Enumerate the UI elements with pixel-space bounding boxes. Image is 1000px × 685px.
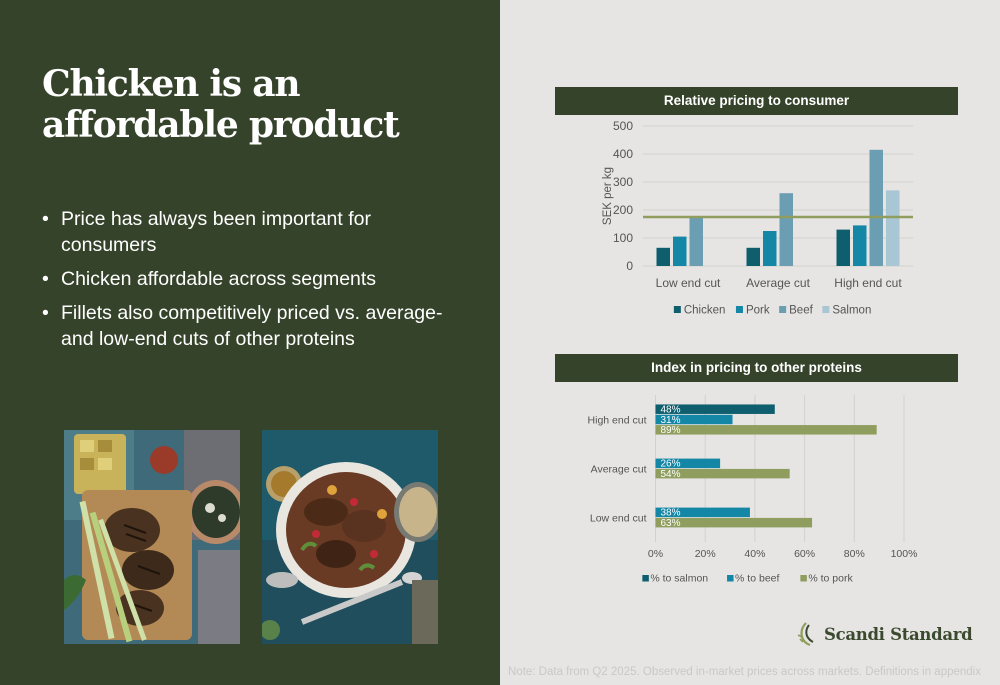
bar-salmon-high-end-cut (886, 190, 900, 266)
y-tick-label: Average cut (591, 464, 647, 476)
bar-to-salmon-high-end-cut (655, 404, 775, 414)
y-tick-label: Low end cut (590, 513, 647, 525)
bullet-dot: • (42, 302, 49, 324)
bar-to-pork-average-cut (655, 468, 790, 479)
bar-to-beef-high-end-cut (655, 414, 733, 425)
bar-data-label: 63% (661, 518, 681, 529)
y-tick-label: 500 (613, 119, 633, 133)
bullet-text: Fillets also competitively priced vs. av… (61, 302, 443, 350)
legend-swatch-beef (779, 306, 787, 313)
bullet-text: Price has always been important for cons… (61, 208, 371, 256)
bar-data-label: 31% (661, 415, 681, 426)
bullet-list: • Price has always been important for con… (42, 206, 462, 360)
bar-to-pork-low-end-cut (655, 517, 813, 528)
legend-swatch-to-pork (800, 575, 807, 582)
x-tick-label: 80% (844, 548, 865, 560)
index-pricing-chart: 0% 20% 40% 60% 80% 100% 48%31%89% High end cut 2… (588, 395, 918, 585)
bar-beef-average-cut (779, 193, 793, 266)
legend-label-beef: Beef (789, 305, 813, 317)
bullet-item: • Chicken affordable across segments (42, 266, 462, 292)
legend-swatch-chicken (673, 306, 681, 313)
bar-pork-low-end-cut (673, 236, 687, 266)
legend-label-salmon: Salmon (832, 305, 871, 317)
bar-data-label: 89% (661, 425, 681, 436)
slide-title: Chicken is an affordable product (42, 63, 400, 146)
bar-pork-average-cut (763, 231, 777, 266)
legend-label-to-salmon: % to salmon (650, 573, 708, 585)
legend-swatch-to-beef (727, 575, 734, 582)
chart-title-index-pricing: Index in pricing to other proteins (555, 354, 958, 382)
y-tick-label: 0 (626, 259, 633, 273)
x-tick-label: 40% (744, 548, 765, 560)
bar-beef-high-end-cut (869, 149, 883, 266)
footnote: Note: Data from Q2 2025. Observed in-mar… (508, 666, 981, 678)
bar-data-label: 38% (661, 508, 681, 519)
x-tick-label: High end cut (834, 276, 902, 290)
legend-label-pork: Pork (746, 305, 770, 317)
bar-chicken-low-end-cut (656, 247, 670, 266)
food-photo-grilled-chicken (64, 430, 240, 644)
x-tick-label: 60% (794, 548, 815, 560)
bullet-text: Chicken affordable across segments (61, 268, 377, 290)
bullet-item: • Fillets also competitively priced vs. a… (42, 300, 462, 352)
legend-label-to-pork: % to pork (808, 573, 853, 585)
x-tick-label: 0% (648, 548, 663, 560)
legend-label-chicken: Chicken (684, 305, 726, 317)
food-photo-roast-chicken (262, 430, 438, 644)
legend-swatch-pork (735, 306, 743, 313)
chart-title-relative-pricing: Relative pricing to consumer (555, 87, 958, 115)
relative-pricing-chart: 0 100 200 300 400 500 SEK per kg Low end cut Ave… (602, 119, 913, 317)
legend-swatch-to-salmon (642, 575, 649, 582)
bar-to-beef-low-end-cut (655, 507, 750, 518)
bar-chicken-average-cut (746, 247, 760, 266)
y-tick-label: 300 (613, 175, 633, 189)
bar-chicken-high-end-cut (836, 229, 850, 266)
chicken-logo-icon (797, 622, 814, 647)
bar-to-beef-average-cut (655, 458, 721, 469)
bar-to-pork-high-end-cut (655, 425, 877, 435)
x-tick-label: 20% (695, 548, 716, 560)
y-tick-label: 100 (613, 231, 633, 245)
bullet-dot: • (42, 268, 49, 290)
bullet-item: • Price has always been important for con… (42, 206, 462, 258)
y-tick-label: 200 (613, 203, 633, 217)
bar-beef-low-end-cut (689, 217, 703, 266)
x-tick-label: 100% (891, 548, 918, 560)
bullet-dot: • (42, 208, 49, 230)
brand-logo: Scandi Standard (796, 619, 973, 649)
y-axis-label: SEK per kg (602, 167, 614, 225)
bar-pork-high-end-cut (853, 225, 867, 266)
bar-data-label: 26% (661, 459, 681, 470)
bar-data-label: 48% (661, 404, 681, 415)
left-panel: Chicken is an affordable product • Price … (0, 0, 500, 685)
brand-logo-text: Scandi Standard (824, 624, 973, 644)
legend-label-to-beef: % to beef (735, 573, 779, 585)
x-tick-label: Average cut (746, 276, 810, 290)
x-tick-label: Low end cut (656, 276, 721, 290)
y-tick-label: High end cut (588, 415, 647, 427)
legend-swatch-salmon (822, 306, 830, 313)
y-tick-label: 400 (613, 147, 633, 161)
bar-data-label: 54% (661, 469, 681, 480)
